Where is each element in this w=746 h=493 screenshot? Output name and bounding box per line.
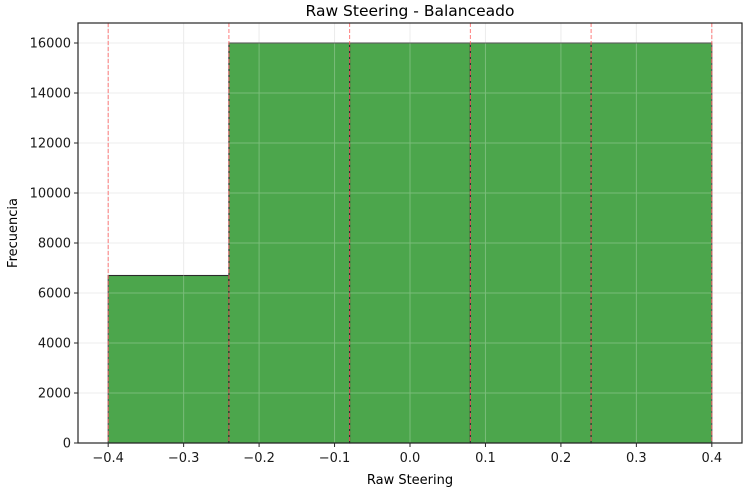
y-tick-label: 16000 (30, 37, 71, 52)
y-tick-label: 14000 (30, 87, 71, 102)
y-tick-label: 0 (63, 437, 71, 452)
bin-edge-lines (107, 23, 713, 443)
histogram-bar (228, 42, 351, 444)
histogram-bar (469, 42, 592, 444)
x-axis-ticks: −0.4 −0.3 −0.2 −0.1 0.0 0.1 0.2 0.3 0.4 (92, 443, 722, 466)
histogram-bar (349, 42, 471, 444)
y-tick-label: 10000 (30, 187, 71, 202)
chart-title: Raw Steering - Balanceado (306, 2, 515, 20)
y-tick-label: 4000 (38, 337, 71, 352)
x-tick-label: −0.1 (319, 451, 351, 466)
y-tick-label: 8000 (38, 237, 71, 252)
x-tick-label: 0.1 (475, 451, 496, 466)
x-tick-label: 0.0 (400, 451, 421, 466)
x-tick-label: −0.4 (92, 451, 124, 466)
y-tick-label: 2000 (38, 387, 71, 402)
x-tick-label: 0.4 (701, 451, 722, 466)
histogram-bar (590, 42, 713, 444)
x-axis-label: Raw Steering (367, 473, 453, 488)
y-axis-label: Frecuencia (6, 198, 21, 268)
x-tick-label: −0.2 (243, 451, 275, 466)
y-tick-label: 6000 (38, 287, 71, 302)
y-tick-label: 12000 (30, 137, 71, 152)
y-axis-ticks: 0 2000 4000 6000 8000 10000 12000 14000 16000 (30, 37, 78, 452)
x-tick-label: 0.2 (551, 451, 572, 466)
histogram-bar (107, 274, 230, 444)
x-tick-label: 0.3 (626, 451, 647, 466)
x-tick-label: −0.3 (168, 451, 200, 466)
histogram-bars (78, 23, 742, 444)
